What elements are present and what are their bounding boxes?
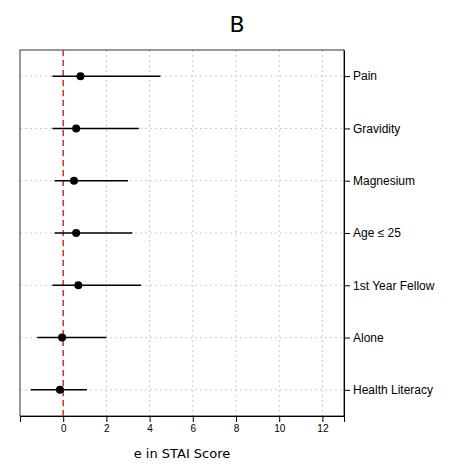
- y-tick-mark: [344, 285, 350, 286]
- y-tick-mark: [344, 181, 350, 182]
- x-tick: 12: [317, 416, 329, 434]
- y-tick-label: Magnesium: [353, 174, 415, 188]
- estimate-dot: [70, 177, 78, 185]
- y-axis: Pain Gravidity Magnesium Age ≤ 25 1st Year F…: [344, 51, 435, 417]
- ci-line: [52, 128, 138, 130]
- x-tick-label: 4: [147, 423, 153, 434]
- x-tick: 4: [147, 416, 153, 434]
- y-tick-mark: [344, 338, 350, 339]
- x-tick-label: 8: [234, 423, 240, 434]
- estimate-dot: [56, 386, 64, 394]
- x-tick: 2: [104, 416, 110, 434]
- ci-line: [52, 285, 141, 287]
- x-tick: 0: [61, 416, 67, 434]
- x-tick: 8: [234, 416, 240, 434]
- ci-line: [37, 337, 106, 339]
- grid-line-y: [20, 76, 344, 77]
- y-tick-label: Gravidity: [353, 122, 400, 136]
- y-tick: 1st Year Fellow: [344, 279, 435, 293]
- x-tick-mark: [322, 416, 323, 422]
- x-axis-title: e in STAI Score: [134, 446, 231, 461]
- y-tick: Health Literacy: [344, 383, 433, 397]
- x-axis: 0 2 4 6 8 10 12: [21, 416, 345, 434]
- x-tick-label: 10: [274, 423, 286, 434]
- ci-line: [52, 75, 160, 77]
- grid-line-x: [322, 50, 323, 416]
- y-tick-label: Health Literacy: [353, 383, 433, 397]
- y-tick-mark: [344, 233, 350, 234]
- grid-line-x: [192, 50, 193, 416]
- marks: [31, 50, 161, 416]
- grid-line-x: [279, 50, 280, 416]
- x-tick-mark: [193, 416, 194, 422]
- y-tick-label: Alone: [353, 331, 384, 345]
- estimate-dot: [74, 281, 82, 289]
- grid-line-x: [149, 50, 150, 416]
- y-tick: Pain: [344, 69, 377, 83]
- estimate-dot: [76, 72, 84, 80]
- y-tick-mark: [344, 128, 350, 129]
- x-tick-mark: [236, 416, 237, 422]
- grid-line-y: [20, 180, 344, 181]
- ci-line: [55, 232, 133, 234]
- x-tick-mark: [63, 416, 64, 422]
- x-tick-label: 0: [61, 423, 67, 434]
- x-tick-mark: [150, 416, 151, 422]
- y-tick: Gravidity: [344, 122, 400, 136]
- y-tick-label: Age ≤ 25: [353, 226, 401, 240]
- ci-line: [55, 180, 128, 182]
- x-tick-label: 12: [317, 423, 329, 434]
- plot-frame: [20, 50, 344, 416]
- x-tick-label: 2: [104, 423, 110, 434]
- y-tick: Alone: [344, 331, 384, 345]
- x-axis-line: [21, 417, 345, 423]
- estimate-dot: [58, 334, 66, 342]
- grid: [20, 50, 344, 416]
- grid-line-y: [20, 128, 344, 129]
- x-tick: 10: [274, 416, 286, 434]
- grid-line-y: [20, 389, 344, 390]
- x-tick: 6: [191, 416, 197, 434]
- y-tick-label: Pain: [353, 69, 377, 83]
- x-tick-mark: [106, 416, 107, 422]
- estimate-dot: [72, 229, 80, 237]
- y-tick-label: 1st Year Fellow: [353, 279, 435, 293]
- y-tick-mark: [344, 76, 350, 77]
- y-tick: Magnesium: [344, 174, 415, 188]
- x-tick-mark: [279, 416, 280, 422]
- title: B: [229, 12, 244, 37]
- y-tick: Age ≤ 25: [344, 226, 401, 240]
- chart: 0 2 4 6 8 10 12 Pain Gravidity Magnesium Age ≤ 25 1…: [0, 0, 474, 474]
- x-tick-label: 6: [191, 423, 197, 434]
- y-tick-mark: [344, 390, 350, 391]
- grid-line-y: [20, 233, 344, 234]
- plot: 0 2 4 6 8 10 12 Pain Gravidity Magnesium Age ≤ 25 1…: [20, 50, 435, 434]
- grid-line-y: [20, 337, 344, 338]
- grid-line-y: [20, 285, 344, 286]
- estimate-dot: [72, 124, 80, 132]
